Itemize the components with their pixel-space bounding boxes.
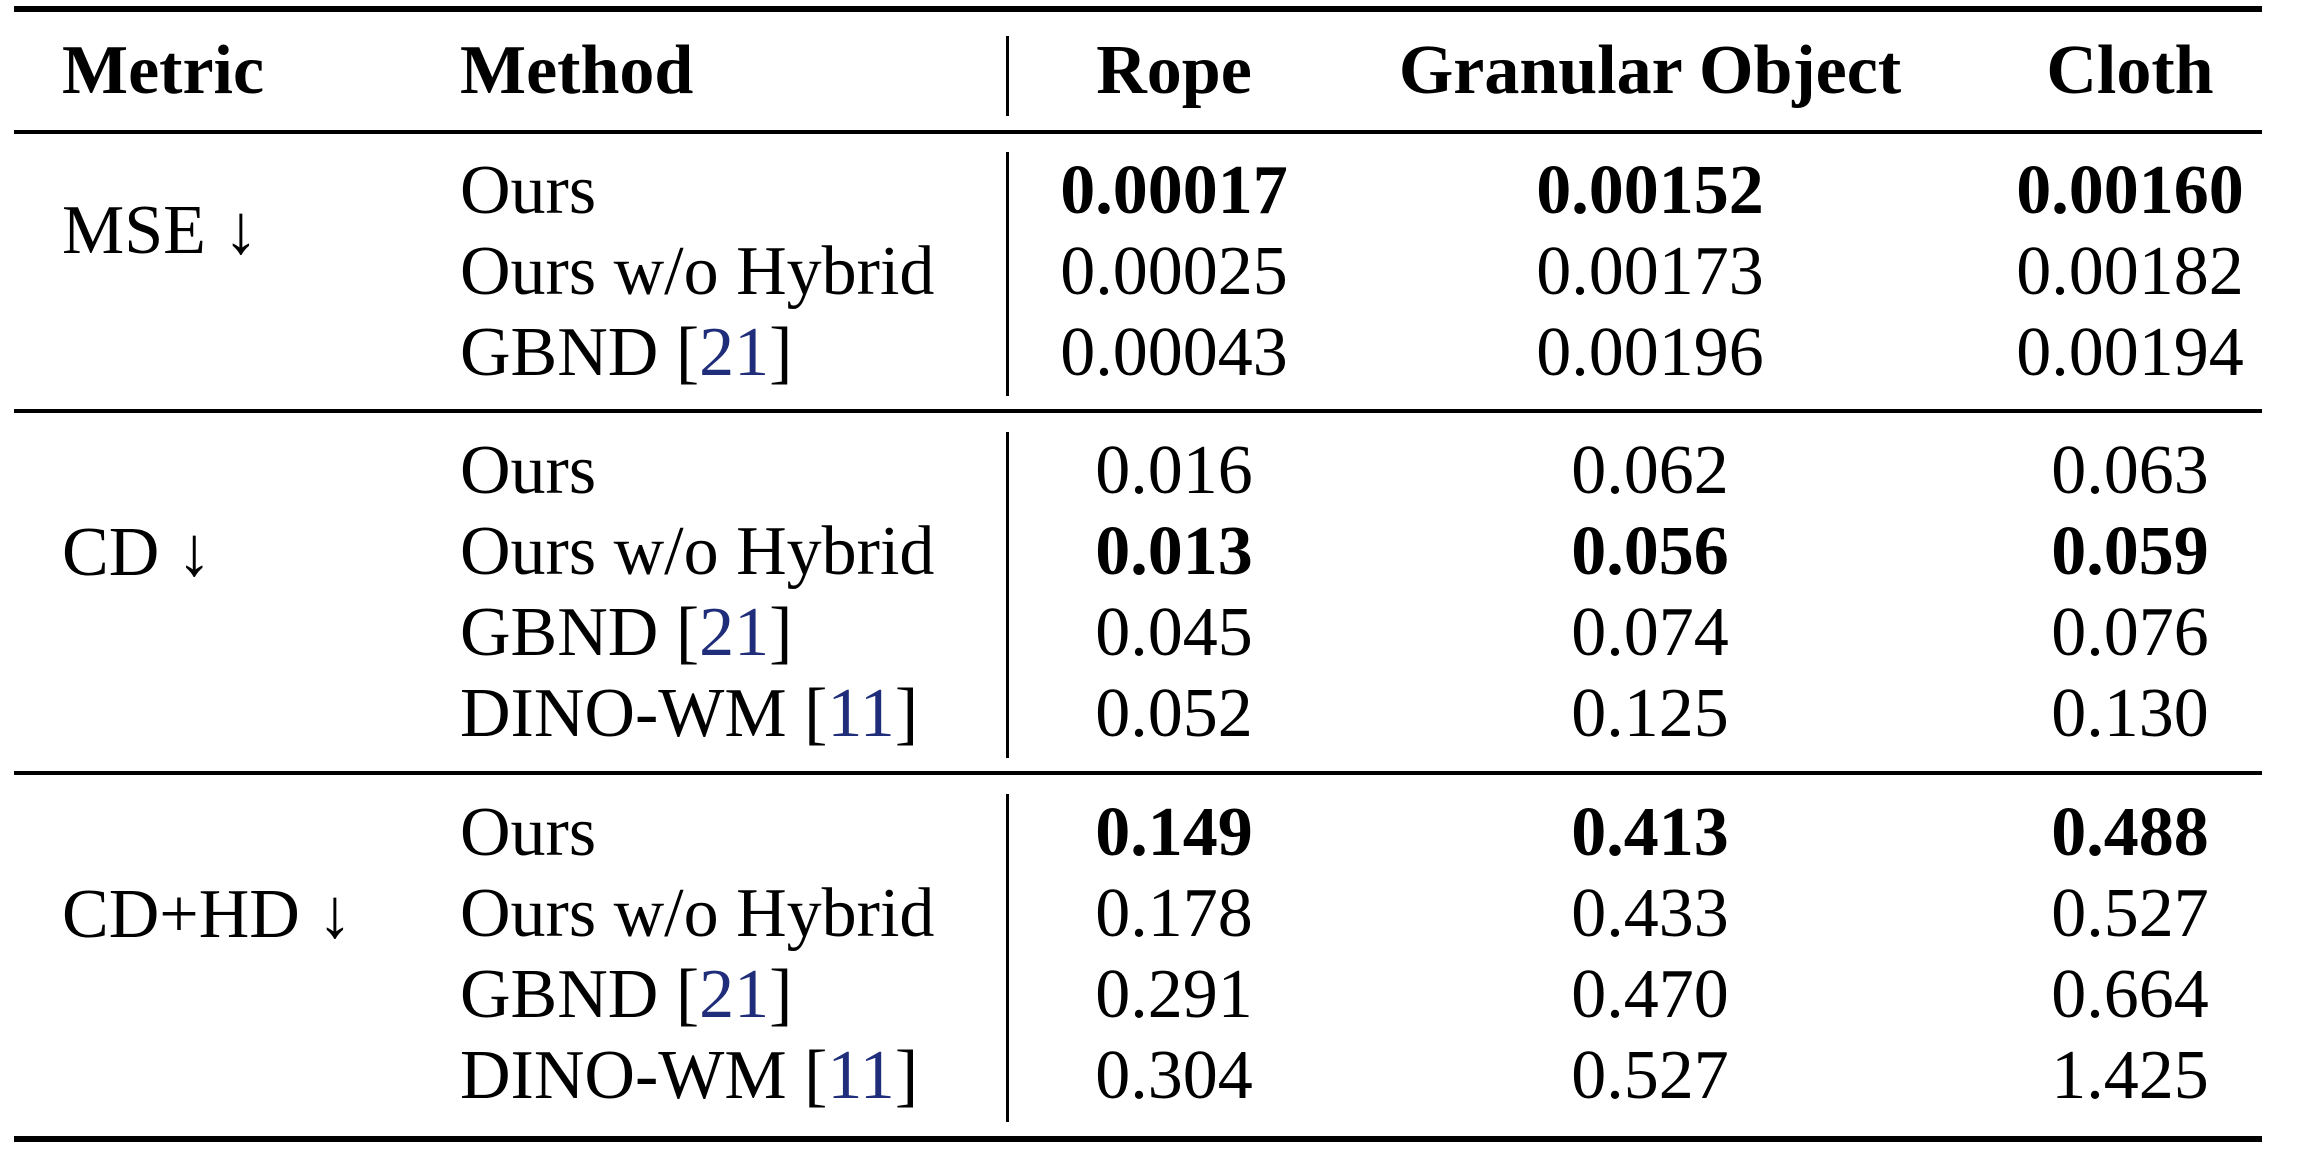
method-cell: GBND [21] [460,318,792,388]
method-cell: Ours w/o Hybrid [460,237,934,307]
value-rope: 0.304 [1095,1037,1253,1114]
method-name: DINO-WM [ [460,1037,828,1114]
value-cloth: 0.00182 [2016,233,2244,310]
citation-link[interactable]: 11 [827,675,895,752]
value-cloth: 0.00194 [2016,314,2244,391]
value-granular: 0.527 [1571,1037,1729,1114]
value-granular: 0.074 [1571,594,1729,671]
header-method: Method [460,32,694,109]
value-cloth: 0.488 [2051,794,2209,871]
value-rope: 0.149 [1095,794,1253,871]
citation-close: ] [769,314,793,391]
method-cell: DINO-WM [11] [460,679,918,749]
method-cell: Ours [460,156,596,226]
value-granular: 0.056 [1571,513,1729,590]
value-cloth: 0.664 [2051,956,2209,1033]
value-granular: 0.125 [1571,675,1729,752]
value-cloth: 0.130 [2051,675,2209,752]
method-name: Ours [460,794,597,871]
method-name: Ours w/o Hybrid [460,875,935,952]
citation-link[interactable]: 21 [699,594,770,671]
citation-close: ] [894,1037,919,1114]
value-cloth: 0.063 [2051,432,2209,509]
header-cloth: Cloth [2046,32,2214,109]
method-cell: Ours w/o Hybrid [460,517,934,587]
value-rope: 0.016 [1095,432,1253,509]
citation-link[interactable]: 11 [827,1037,895,1114]
group-separator-3 [1006,794,1009,1122]
metric-label: CD ↓ [62,514,212,591]
value-cloth: 0.527 [2051,875,2209,952]
citation-close: ] [769,594,793,671]
method-cell: Ours [460,436,596,506]
citation-close: ] [894,675,919,752]
value-rope: 0.00017 [1060,152,1288,229]
metric-label: CD+HD ↓ [62,876,353,953]
value-granular: 0.470 [1571,956,1729,1033]
value-granular: 0.433 [1571,875,1729,952]
method-name: GBND [ [460,314,700,391]
value-rope: 0.013 [1095,513,1253,590]
value-rope: 0.045 [1095,594,1253,671]
value-rope: 0.00025 [1060,233,1288,310]
header-rope: Rope [1096,32,1252,109]
method-name: Ours [460,152,597,229]
method-name: Ours w/o Hybrid [460,513,935,590]
value-rope: 0.291 [1095,956,1253,1033]
header-rule [14,130,2262,134]
method-name: DINO-WM [ [460,675,828,752]
value-cloth: 0.059 [2051,513,2209,590]
value-granular: 0.00152 [1536,152,1764,229]
method-name: GBND [ [460,594,700,671]
header-granular: Granular Object [1398,32,1902,109]
method-name: GBND [ [460,956,700,1033]
method-name: Ours w/o Hybrid [460,233,935,310]
metric-label: MSE ↓ [62,192,259,269]
method-cell: DINO-WM [11] [460,1041,918,1111]
citation-link[interactable]: 21 [699,956,770,1033]
bottom-rule [14,1136,2262,1142]
top-rule [14,6,2262,12]
header-separator [1006,36,1009,116]
header-metric: Metric [62,32,265,109]
group-rule-2 [14,771,2262,775]
value-granular: 0.062 [1571,432,1729,509]
method-cell: Ours [460,798,596,868]
citation-close: ] [769,956,793,1033]
group-separator-2 [1006,432,1009,758]
value-cloth: 0.00160 [2016,152,2244,229]
method-cell: GBND [21] [460,960,792,1030]
value-granular: 0.413 [1571,794,1729,871]
citation-link[interactable]: 21 [699,314,770,391]
value-rope: 0.00043 [1060,314,1288,391]
group-separator-1 [1006,152,1009,396]
method-name: Ours [460,432,597,509]
value-cloth: 1.425 [2051,1037,2209,1114]
value-granular: 0.00173 [1536,233,1764,310]
value-cloth: 0.076 [2051,594,2209,671]
value-granular: 0.00196 [1536,314,1764,391]
method-cell: Ours w/o Hybrid [460,879,934,949]
value-rope: 0.178 [1095,875,1253,952]
group-rule-1 [14,409,2262,413]
value-rope: 0.052 [1095,675,1253,752]
method-cell: GBND [21] [460,598,792,668]
